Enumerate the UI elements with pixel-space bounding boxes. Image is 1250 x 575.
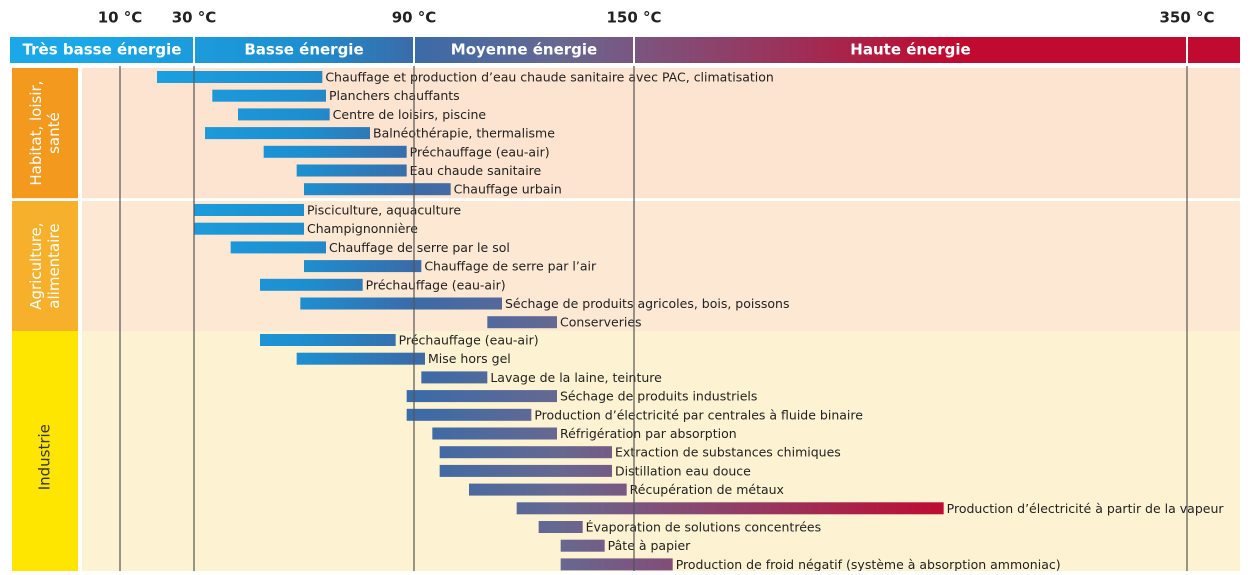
band-label: Haute énergie [850,41,970,59]
bar-label: Pisciculture, aquaculture [307,203,461,218]
bar-label: Chauffage de serre par l’air [424,259,597,274]
bar-label: Séchage de produits agricoles, bois, poi… [505,296,789,311]
bar-label: Champignonnière [307,221,418,236]
sector-box [12,68,78,199]
bar-label: Préchauffage (eau-air) [410,144,550,159]
sector-label: Industrie [36,424,54,490]
x-tick-label: 90 °C [392,9,437,27]
range-bar [300,297,502,310]
sector-label: Habitat, loisir,santé [27,81,63,186]
sector-box [12,201,78,332]
band-label: Très basse énergie [23,41,182,59]
bar-label: Eau chaude sanitaire [410,163,542,178]
bar-label: Chauffage et production d’eau chaude san… [325,70,774,85]
range-bar [406,408,532,421]
range-bar [439,464,612,477]
bar-label: Mise hors gel [428,351,511,366]
range-bar [304,183,451,196]
range-bar [296,352,425,365]
bar-label: Production d’électricité par centrales à… [534,407,863,422]
band-bar [10,37,1240,63]
x-tick-label: 30 °C [172,9,217,27]
range-bar [263,145,407,158]
bar-label: Extraction de substances chimiques [615,445,841,460]
range-bar [406,390,557,403]
x-tick-label: 150 °C [606,9,661,27]
sector-box [12,331,78,575]
sector-background [82,201,1240,332]
range-bar [205,127,370,140]
range-bar [516,502,944,515]
range-bar [560,539,605,552]
bar-label: Planchers chauffants [329,88,460,103]
range-bar [560,558,673,571]
bar-label: Conserveries [560,315,642,330]
bar-label: Centre de loisirs, piscine [333,107,487,122]
bar-label: Préchauffage (eau-air) [399,333,539,348]
band-label: Moyenne énergie [451,41,597,59]
range-bar [260,334,396,346]
range-bar [439,446,612,459]
range-bar [230,241,326,254]
range-bar [212,89,326,102]
range-bar [432,427,557,440]
bar-label: Réfrigération par absorption [560,426,737,441]
range-bar [194,204,304,216]
bar-label: Séchage de produits industriels [560,389,757,404]
range-bar [421,371,488,384]
bar-label: Distillation eau douce [615,463,751,478]
bar-label: Balnéothérapie, thermalisme [373,126,555,141]
bar-label: Chauffage urbain [454,182,562,197]
band-label: Basse énergie [244,41,363,59]
range-bar [469,483,627,496]
range-bar [304,260,422,273]
bar-label: Production d’électricité à partir de la … [947,501,1225,516]
bar-label: Pâte à papier [608,538,692,553]
sector-label: Agriculture,alimentaire [27,222,63,309]
range-bar [487,316,557,329]
bar-label: Préchauffage (eau-air) [366,277,506,292]
sector-background [82,331,1240,575]
bar-label: Production de froid négatif (système à a… [676,557,1061,571]
range-bar [538,521,583,533]
range-bar [157,71,323,83]
x-tick-label: 350 °C [1159,9,1214,27]
range-bar [238,108,330,121]
bar-label: Lavage de la laine, teinture [490,370,662,385]
range-bar [260,278,363,291]
range-bar [296,164,407,177]
bar-label: Chauffage de serre par le sol [329,240,510,255]
bar-label: Récupération de métaux [630,482,784,497]
range-bar [194,222,304,235]
x-tick-label: 10 °C [98,9,143,27]
bar-label: Évaporation de solutions concentrées [586,520,821,535]
